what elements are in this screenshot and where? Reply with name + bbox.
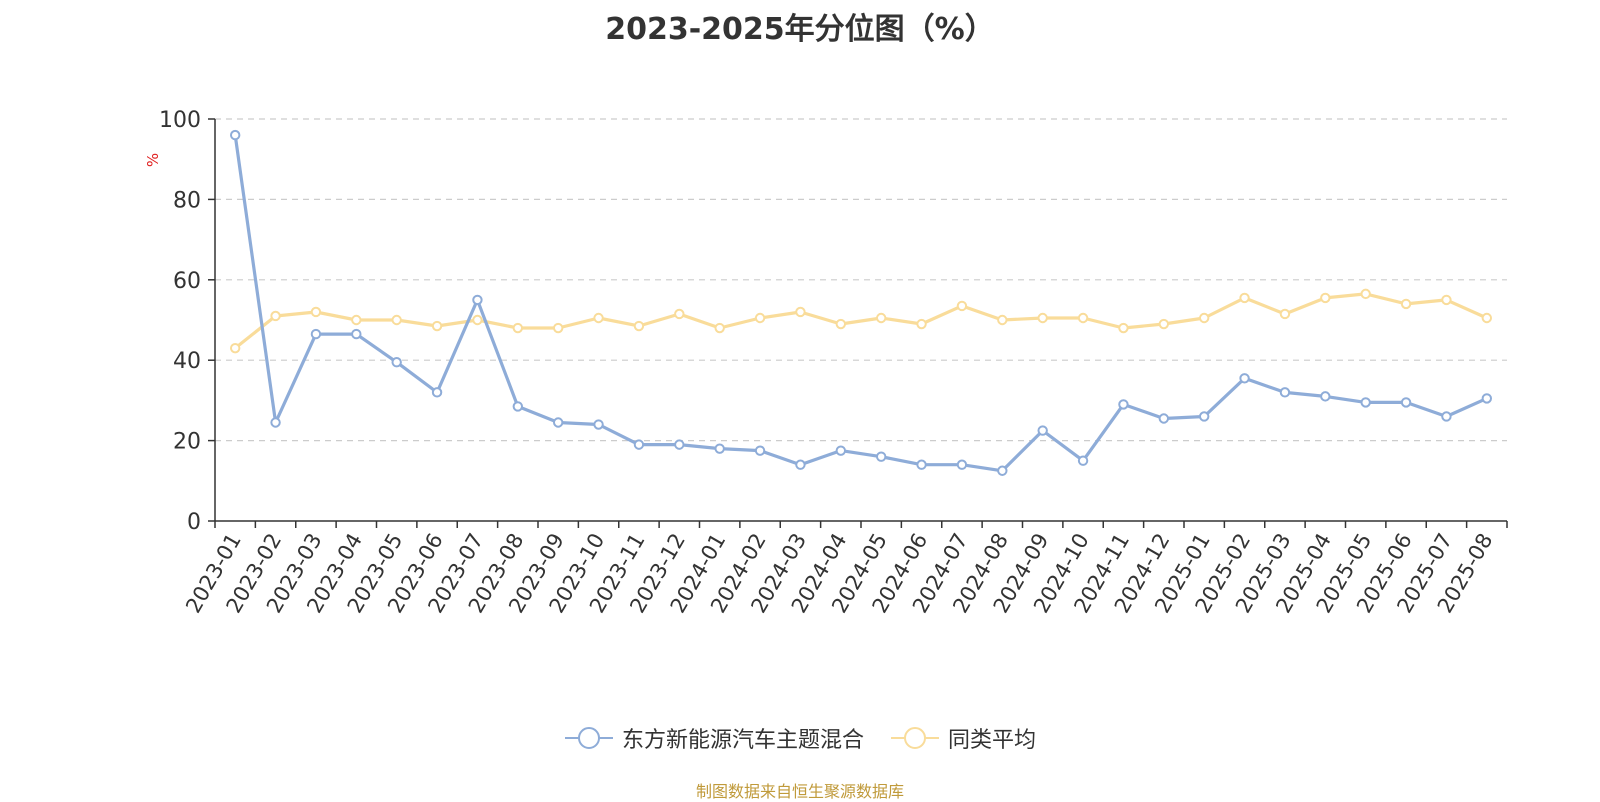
data-point (310, 306, 322, 318)
data-point (1400, 298, 1412, 310)
grid-layer (215, 118, 1507, 442)
data-point (270, 417, 281, 428)
data-point (229, 342, 241, 354)
source-note: 制图数据来自恒生聚源数据库 (695, 782, 904, 801)
data-point (674, 308, 685, 320)
data-point (674, 439, 685, 450)
data-point (633, 439, 645, 450)
series-line (233, 134, 1488, 473)
data-point (1158, 413, 1170, 424)
legend-item[interactable]: 同类平均 (890, 722, 1036, 754)
data-point (956, 300, 968, 312)
data-point (1239, 292, 1250, 304)
series-group (229, 129, 1493, 476)
legend-symbol-icon (564, 727, 613, 749)
data-point (1077, 455, 1089, 466)
data-point (714, 322, 725, 334)
data-point (835, 318, 847, 330)
data-point (714, 443, 725, 454)
data-point (1077, 312, 1089, 324)
data-point (916, 318, 927, 330)
data-point (916, 459, 927, 470)
y-tick-label: 20 (173, 430, 201, 455)
series-line (234, 292, 1488, 350)
data-point (593, 312, 604, 324)
data-point (431, 387, 443, 398)
data-point (391, 314, 402, 326)
data-point (552, 417, 564, 428)
data-point (1198, 312, 1210, 324)
data-point (472, 314, 483, 326)
y-axis-unit-label: % (144, 153, 162, 167)
chart-plot: 0204060801002023-012023-022023-032023-04… (144, 108, 1508, 617)
data-point (795, 459, 806, 470)
data-point (1400, 397, 1412, 408)
legend-label: 东方新能源汽车主题混合 (621, 728, 864, 753)
data-point (1320, 391, 1331, 402)
data-point (472, 294, 483, 306)
data-point (270, 310, 281, 322)
data-point (875, 312, 887, 324)
data-point (1118, 322, 1129, 334)
data-point (552, 322, 564, 334)
data-point (754, 445, 766, 456)
data-point (1360, 288, 1371, 300)
data-point (1239, 373, 1250, 384)
data-point (351, 328, 362, 340)
data-point (997, 314, 1008, 326)
chart-title: 2023-2025年分位图（%） (605, 12, 995, 47)
data-point (997, 465, 1008, 476)
data-point (351, 314, 362, 326)
series-layer (229, 129, 1493, 476)
data-point (795, 306, 806, 318)
data-point (835, 445, 847, 456)
y-tick-label: 80 (173, 188, 201, 213)
data-point (1481, 393, 1493, 404)
data-point (1441, 294, 1452, 306)
y-tick-label: 40 (173, 349, 201, 374)
legend-label: 同类平均 (948, 728, 1037, 753)
y-tick-label: 60 (173, 269, 201, 294)
data-point (754, 312, 766, 324)
legend-marker (904, 727, 926, 749)
legend: 东方新能源汽车主题混合 同类平均 (0, 722, 1600, 754)
legend-marker (577, 727, 600, 749)
legend-symbol-icon (891, 727, 939, 749)
data-point (1320, 292, 1331, 304)
data-point (431, 320, 443, 332)
data-point (593, 419, 604, 430)
data-point (1158, 318, 1170, 330)
data-point (229, 129, 241, 141)
data-point (1198, 411, 1210, 422)
y-tick-label: 100 (159, 108, 201, 133)
data-point (310, 328, 322, 340)
data-point (1037, 312, 1048, 324)
series-group (229, 288, 1493, 354)
data-point (1441, 411, 1452, 422)
data-point (1118, 399, 1129, 410)
axis-layer: 0204060801002023-012023-022023-032023-04… (159, 108, 1508, 617)
data-point (1037, 425, 1048, 436)
y-tick-label: 0 (187, 510, 201, 535)
data-point (512, 322, 524, 334)
data-point (1481, 312, 1493, 324)
data-point (875, 451, 887, 462)
data-point (1279, 387, 1291, 398)
data-point (1360, 397, 1371, 408)
legend-item[interactable]: 东方新能源汽车主题混合 (564, 722, 864, 754)
data-point (633, 320, 645, 332)
data-point (956, 459, 968, 470)
data-point (391, 357, 402, 368)
data-point (512, 401, 524, 412)
data-point (1279, 308, 1291, 320)
